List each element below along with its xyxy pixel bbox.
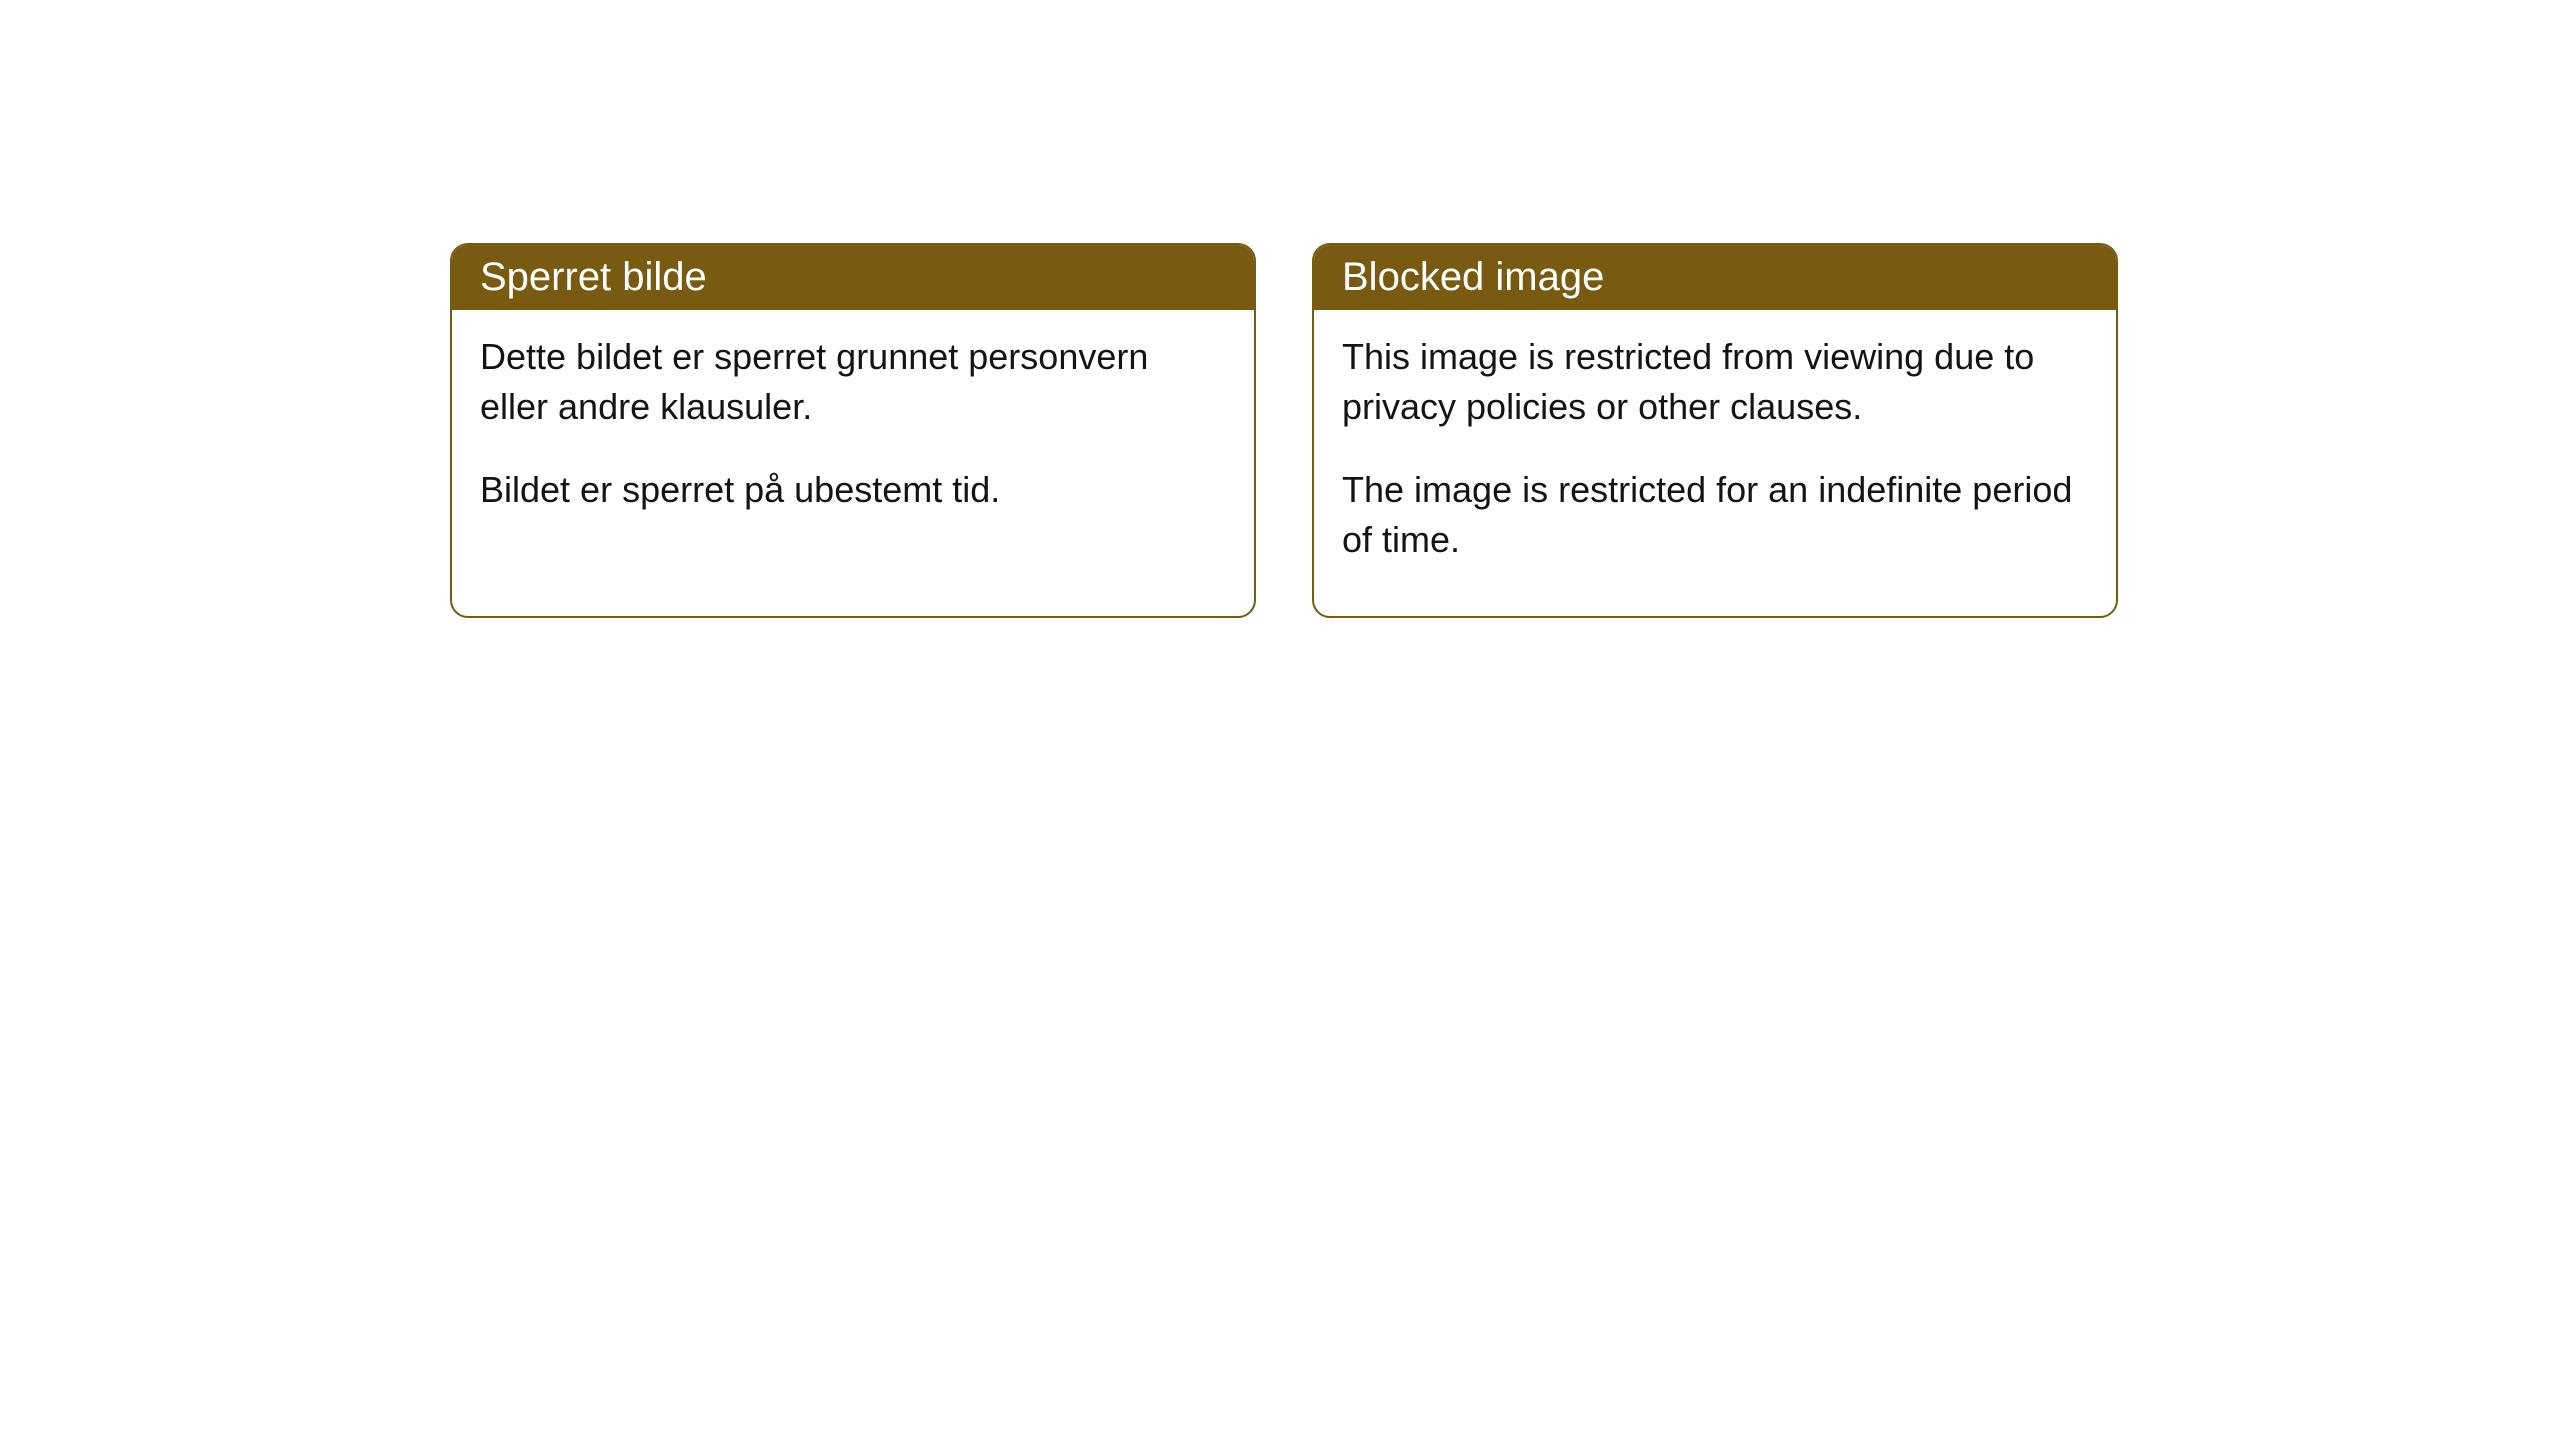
card-paragraph: Bildet er sperret på ubestemt tid. xyxy=(480,465,1226,515)
card-paragraph: The image is restricted for an indefinit… xyxy=(1342,465,2088,566)
card-body: This image is restricted from viewing du… xyxy=(1314,310,2116,616)
notice-container: Sperret bilde Dette bildet er sperret gr… xyxy=(0,0,2560,618)
card-paragraph: This image is restricted from viewing du… xyxy=(1342,332,2088,433)
card-header: Sperret bilde xyxy=(452,245,1254,310)
card-paragraph: Dette bildet er sperret grunnet personve… xyxy=(480,332,1226,433)
card-body: Dette bildet er sperret grunnet personve… xyxy=(452,310,1254,565)
card-title: Blocked image xyxy=(1342,255,1604,299)
card-header: Blocked image xyxy=(1314,245,2116,310)
notice-card-english: Blocked image This image is restricted f… xyxy=(1312,243,2118,618)
notice-card-norwegian: Sperret bilde Dette bildet er sperret gr… xyxy=(450,243,1256,618)
card-title: Sperret bilde xyxy=(480,255,707,299)
